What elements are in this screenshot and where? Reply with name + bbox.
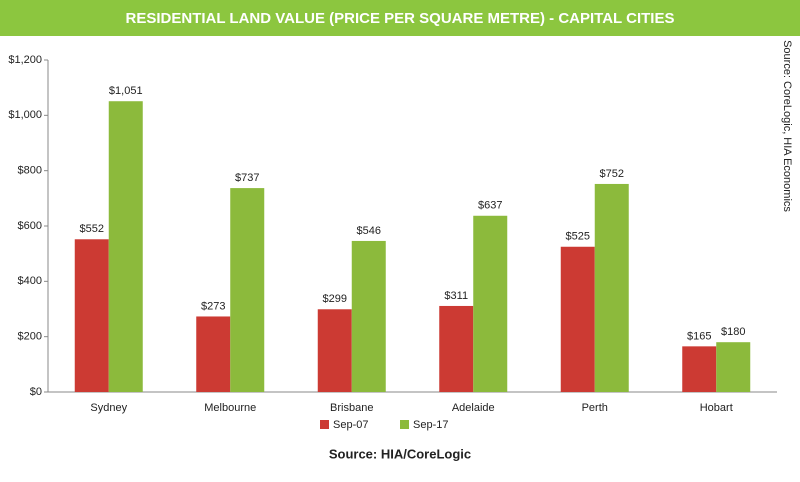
y-tick-label: $1,200	[8, 54, 42, 66]
legend-swatch	[320, 420, 329, 429]
bar	[439, 305, 474, 392]
x-tick-label: Perth	[582, 402, 608, 414]
bar	[473, 215, 508, 392]
value-label: $165	[687, 330, 711, 342]
bar	[196, 316, 231, 392]
bar	[594, 183, 629, 392]
value-label: $273	[201, 300, 225, 312]
bar	[74, 239, 109, 392]
x-tick-label: Melbourne	[204, 402, 256, 414]
footer: Source: HIA/CoreLogic	[329, 446, 471, 461]
value-label: $752	[600, 168, 624, 180]
x-tick-label: Brisbane	[330, 402, 373, 414]
bar	[317, 309, 352, 392]
x-tick-label: Hobart	[700, 402, 733, 414]
y-tick-label: $800	[18, 165, 42, 177]
y-tick-label: $600	[18, 220, 42, 232]
value-label: $737	[235, 172, 259, 184]
legend-label: Sep-07	[333, 419, 368, 431]
y-tick-label: $200	[18, 331, 42, 343]
legend-swatch	[400, 420, 409, 429]
bar	[682, 346, 717, 392]
bar	[560, 246, 595, 392]
chart-title: RESIDENTIAL LAND VALUE (PRICE PER SQUARE…	[126, 10, 675, 27]
value-label: $311	[444, 290, 468, 302]
bar	[230, 188, 265, 392]
bar	[716, 342, 751, 392]
x-tick-label: Adelaide	[452, 402, 495, 414]
x-tick-label: Sydney	[90, 402, 127, 414]
value-label: $552	[80, 223, 104, 235]
value-label: $525	[566, 231, 590, 243]
y-tick-label: $1,000	[8, 109, 42, 121]
bar	[351, 240, 386, 392]
value-label: $546	[357, 225, 381, 237]
legend-label: Sep-17	[413, 419, 448, 431]
y-tick-label: $400	[18, 275, 42, 287]
value-label: $180	[721, 326, 745, 338]
title-banner	[0, 0, 800, 36]
y-tick-label: $0	[30, 386, 42, 398]
value-label: $299	[323, 293, 347, 305]
bar	[108, 101, 143, 393]
value-label: $637	[478, 200, 502, 212]
side-note: Source: CoreLogic, HIA Economics	[781, 40, 793, 212]
value-label: $1,051	[109, 85, 143, 97]
